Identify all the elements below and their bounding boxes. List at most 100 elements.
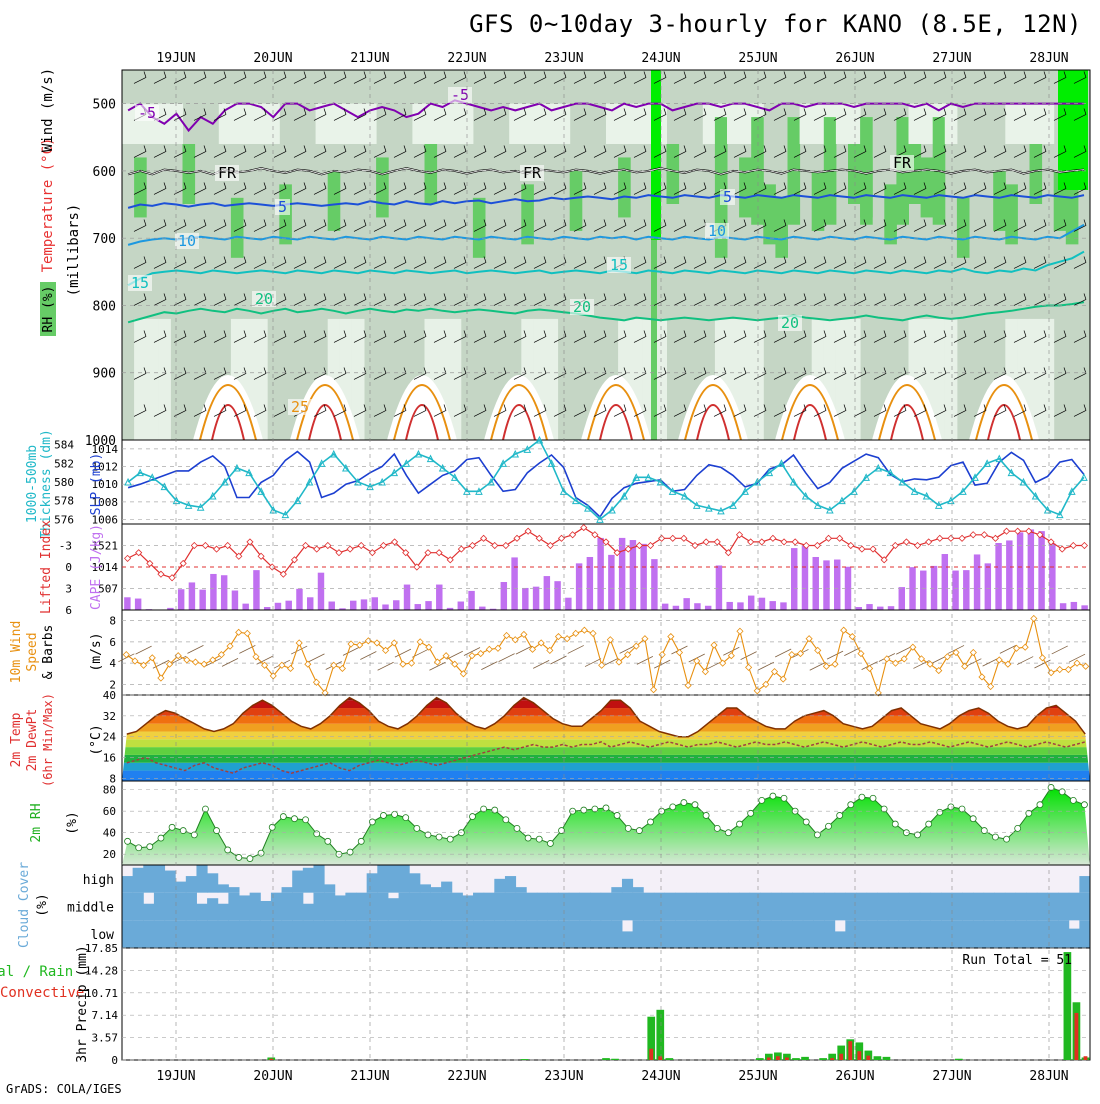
wind-barb [973,77,987,84]
thickness-tick: 580 [54,476,74,489]
wind-barb-flag [663,219,667,226]
wind-barb-flag [1043,293,1047,300]
wind-barb-flag [983,108,987,115]
isotherm-label-bg [175,233,199,249]
cape-bar [296,588,303,610]
li-marker [802,541,810,550]
wind-barb-flag [463,404,467,411]
wind-barb-flag [923,145,927,152]
wind-barb [233,410,247,417]
wind-barb [213,373,227,380]
rh-pale-cell [448,103,462,144]
wind-barb [293,373,307,380]
cloud-low-cell [1079,920,1091,948]
wind-barb-flag [483,404,487,411]
wind-barb-flag [943,293,947,300]
rh2-marker [179,827,187,834]
wind-barb-flag [783,330,787,337]
wind-barb-flag [703,367,707,374]
wind-barb [173,77,187,84]
wind10-marker [1082,662,1090,670]
wind-barb [1013,410,1027,417]
thickness-marker [995,454,1004,463]
wind-barb-flag [823,330,827,337]
wind-barb-flag [383,182,387,189]
rh-pale-cell [835,103,849,144]
thickness-marker [983,459,991,467]
wind-barb-flag [683,145,687,152]
cloud-low-cell [419,920,431,948]
wind-barb-flag [1003,145,1007,152]
wind-barb [633,299,647,306]
cape-bar [188,582,196,610]
li-marker [146,559,154,567]
rh-pale-cell [751,318,764,440]
wind-barb [153,262,167,269]
date-label-top: 27JUN [932,51,971,66]
wind-barb-flag [923,293,927,300]
rh-moist-cell [327,170,341,231]
cloud-low-cell [760,920,772,948]
wind10-marker [978,673,986,681]
rh-moist-cell [618,157,631,218]
isotherm-label: 20 [255,290,273,308]
cape-bar [500,582,508,610]
li-marker [702,538,710,546]
wind10-marker [494,644,502,652]
wind-barb [273,225,287,232]
wind-barb-flag [983,182,987,189]
wind10-marker [243,629,251,637]
wind10-marker [796,649,805,658]
wind-barb-flag [383,404,387,411]
wind-barb [513,151,527,158]
rh2-marker [146,843,154,851]
wind-barb [613,77,627,84]
wind-barb [173,262,187,269]
wind-barb-flag [323,71,327,78]
temp-band [122,739,1090,748]
li-marker [858,545,866,553]
wind10-marker [667,632,675,641]
wind-barb-flag [343,330,347,337]
wind-barb [1073,299,1087,306]
precip-tick: 10.71 [85,987,118,1000]
cape-bar [661,603,669,610]
wind-barb-flag [463,182,467,189]
temp-axis-label-1: 2m Temp [9,712,24,767]
wind-barb [533,299,547,306]
wind10-barb [135,645,152,655]
cloud-middle-cell [483,892,495,921]
wind-barb-flag [723,330,727,337]
wind-barb [533,410,547,417]
wind-barb-flag [143,367,147,374]
li-marker [1080,541,1089,550]
wind-barb-flag [1003,330,1007,337]
thickness-marker [668,487,677,495]
cloud-middle-cell [515,892,527,921]
wind-barb-flag [383,219,387,226]
wind-barb [593,188,607,195]
cloud-middle-cell [504,892,517,921]
wind-barb [673,114,687,121]
cloud-axis-label: Cloud Cover [17,862,32,948]
wind-barb [853,151,867,158]
wind-barb [373,114,387,121]
wind-barb [1073,114,1087,121]
wind-barb-flag [423,71,427,78]
wind-barb-flag [763,108,767,115]
cloud-middle-cell [941,892,953,921]
wind10-barb [602,657,619,667]
wind-barb [693,299,707,306]
temp-tick: 32 [103,710,116,723]
wind-barb [333,225,347,232]
rh-pale-cell [1041,103,1055,144]
precip-convective-bar [658,1056,663,1060]
rh-pale-cell [255,318,268,440]
wind-barb [413,373,427,380]
wind-barb [533,225,547,232]
rh-dry-pocket [969,375,1039,440]
wind-barb-flag [883,330,887,337]
wind-barb-flag [743,71,747,78]
thickness-marker [1031,491,1040,500]
isotherm-label-bg [135,105,159,121]
